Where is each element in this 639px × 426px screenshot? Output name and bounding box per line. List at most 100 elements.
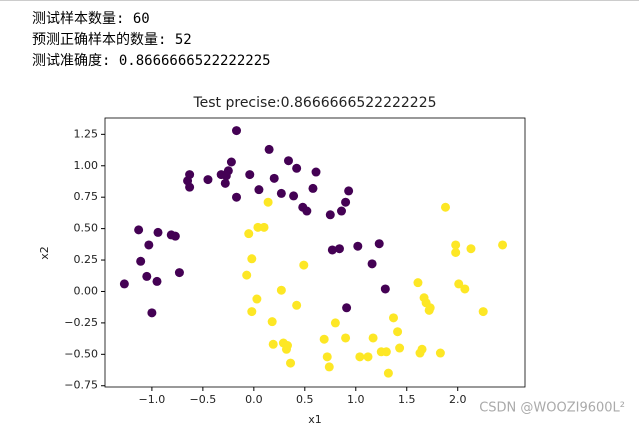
scatter-point <box>330 318 340 328</box>
scatter-point <box>147 308 157 318</box>
scatter-point <box>252 294 262 304</box>
scatter-point <box>308 183 318 193</box>
scatter-point <box>451 248 461 257</box>
scatter-point <box>367 259 377 269</box>
x-tick-label: 1.0 <box>347 393 365 406</box>
scatter-point <box>363 352 373 362</box>
y-axis-label: x2 <box>38 246 51 260</box>
output-line: 预测正确样本的数量: 52 <box>32 32 192 48</box>
scatter-point <box>388 313 398 323</box>
scatter-point <box>263 197 273 207</box>
y-tick-label: 1.25 <box>74 127 99 140</box>
scatter-point <box>417 344 427 354</box>
scatter-point <box>381 347 391 357</box>
scatter-point <box>353 241 363 251</box>
y-tick-label: 0.50 <box>74 222 99 235</box>
scatter-point <box>302 206 312 216</box>
scatter-point <box>226 157 236 167</box>
scatter-point <box>276 188 286 198</box>
scatter-point <box>286 358 296 368</box>
scatter-point <box>341 333 351 343</box>
x-tick-label: −0.5 <box>190 393 217 406</box>
scatter-point <box>185 170 195 180</box>
scatter-point <box>478 307 488 317</box>
x-tick-label: 0.0 <box>245 393 263 406</box>
scatter-point <box>153 227 163 237</box>
scatter-point <box>283 156 293 166</box>
scatter-point <box>223 166 233 176</box>
scatter-point <box>466 244 476 254</box>
scatter-point <box>144 240 154 250</box>
scatter-point <box>311 167 321 177</box>
cell-output: 测试样本数量: 60 预测正确样本的数量: 52 测试准确度: 0.866666… <box>32 9 271 72</box>
scatter-point <box>425 303 435 313</box>
scatter-point <box>393 327 403 337</box>
scatter-point <box>395 343 405 353</box>
x-tick-label: 1.5 <box>398 393 416 406</box>
scatter-point <box>289 191 299 201</box>
scatter-point <box>327 245 337 255</box>
scatter-point <box>322 352 332 362</box>
scatter-point <box>267 317 277 327</box>
scatter-point <box>142 271 152 281</box>
y-tick-label: −0.75 <box>64 379 98 392</box>
y-tick-label: 1.00 <box>74 159 99 172</box>
scatter-point <box>342 303 352 313</box>
scatter-point <box>245 170 255 180</box>
scatter-point <box>383 368 393 378</box>
scatter-point <box>232 126 242 136</box>
scatter-point <box>454 279 464 289</box>
x-axis-label: x1 <box>308 413 322 426</box>
scatter-point <box>337 206 347 216</box>
scatter-point <box>451 240 461 250</box>
scatter-point <box>254 185 264 195</box>
chart-title: Test precise:0.8666666522222225 <box>192 95 436 111</box>
scatter-point <box>276 285 286 295</box>
scatter-point <box>136 256 146 266</box>
scatter-point <box>498 240 508 250</box>
scatter-point <box>355 352 365 362</box>
scatter-point <box>247 254 257 264</box>
scatter-point <box>185 182 195 192</box>
scatter-point <box>282 341 292 351</box>
scatter-point <box>268 339 278 349</box>
scatter-point <box>380 284 390 294</box>
scatter-point <box>220 178 230 188</box>
plot-frame <box>104 117 526 388</box>
scatter-point <box>368 333 378 343</box>
scatter-point <box>247 307 257 317</box>
scatter-point <box>299 260 309 270</box>
scatter-point <box>374 239 384 249</box>
scatter-point <box>344 186 354 196</box>
scatter-point <box>264 144 274 154</box>
scatter-point <box>152 276 162 286</box>
scatter-point <box>232 192 242 202</box>
x-tick-label: 2.0 <box>449 393 467 406</box>
x-tick-label: −1.0 <box>139 393 166 406</box>
scatter-point <box>242 270 252 280</box>
scatter-point <box>244 229 254 239</box>
scatter-point <box>170 231 180 241</box>
scatter-point <box>440 202 450 212</box>
cell-border <box>0 0 639 1</box>
scatter-point <box>460 284 470 294</box>
watermark: CSDN @WOOZI9600L² <box>479 401 625 416</box>
scatter-point <box>319 334 329 344</box>
scatter-point <box>292 300 302 310</box>
y-tick-label: 0.00 <box>74 284 99 297</box>
scatter-point <box>119 279 129 289</box>
scatter-point <box>292 163 302 173</box>
output-line: 测试准确度: 0.8666666522222225 <box>32 53 271 69</box>
output-line: 测试样本数量: 60 <box>32 11 150 27</box>
scatter-point <box>341 197 351 207</box>
scatter-point <box>269 173 279 183</box>
scatter-point <box>334 244 344 254</box>
x-tick-label: 0.5 <box>296 393 314 406</box>
scatter-point <box>134 225 144 235</box>
y-tick-label: 0.25 <box>74 253 99 266</box>
y-tick-label: −0.50 <box>64 347 98 360</box>
scatter-point <box>324 362 334 372</box>
y-tick-label: −0.25 <box>64 316 98 329</box>
